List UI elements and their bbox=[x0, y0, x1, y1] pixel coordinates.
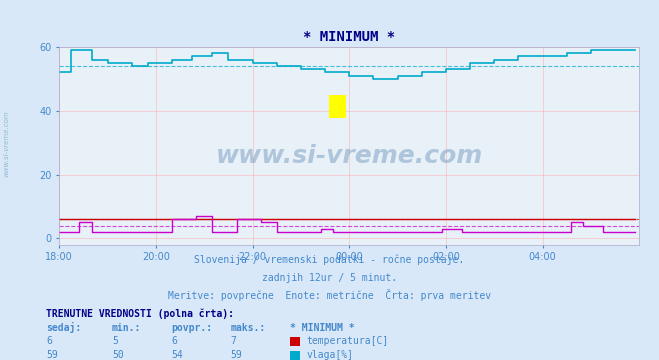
Text: 50: 50 bbox=[112, 350, 124, 360]
Text: TRENUTNE VREDNOSTI (polna črta):: TRENUTNE VREDNOSTI (polna črta): bbox=[46, 308, 234, 319]
Text: 6: 6 bbox=[171, 336, 177, 346]
Text: sedaj:: sedaj: bbox=[46, 322, 81, 333]
Text: min.:: min.: bbox=[112, 323, 142, 333]
Text: povpr.:: povpr.: bbox=[171, 323, 212, 333]
Text: 7: 7 bbox=[231, 336, 237, 346]
Text: Slovenija / vremenski podatki - ročne postaje.: Slovenija / vremenski podatki - ročne po… bbox=[194, 254, 465, 265]
Text: vlaga[%]: vlaga[%] bbox=[306, 350, 353, 360]
Text: maks.:: maks.: bbox=[231, 323, 266, 333]
Text: 6: 6 bbox=[46, 336, 52, 346]
Text: www.si-vreme.com: www.si-vreme.com bbox=[3, 111, 10, 177]
Text: 54: 54 bbox=[171, 350, 183, 360]
Text: 59: 59 bbox=[46, 350, 58, 360]
Text: www.si-vreme.com: www.si-vreme.com bbox=[215, 144, 483, 168]
Title: * MINIMUM *: * MINIMUM * bbox=[303, 30, 395, 44]
Text: Meritve: povprečne  Enote: metrične  Črta: prva meritev: Meritve: povprečne Enote: metrične Črta:… bbox=[168, 289, 491, 301]
Text: zadnjih 12ur / 5 minut.: zadnjih 12ur / 5 minut. bbox=[262, 273, 397, 283]
Text: 5: 5 bbox=[112, 336, 118, 346]
Text: 59: 59 bbox=[231, 350, 243, 360]
Text: * MINIMUM *: * MINIMUM * bbox=[290, 323, 355, 333]
Text: temperatura[C]: temperatura[C] bbox=[306, 336, 389, 346]
